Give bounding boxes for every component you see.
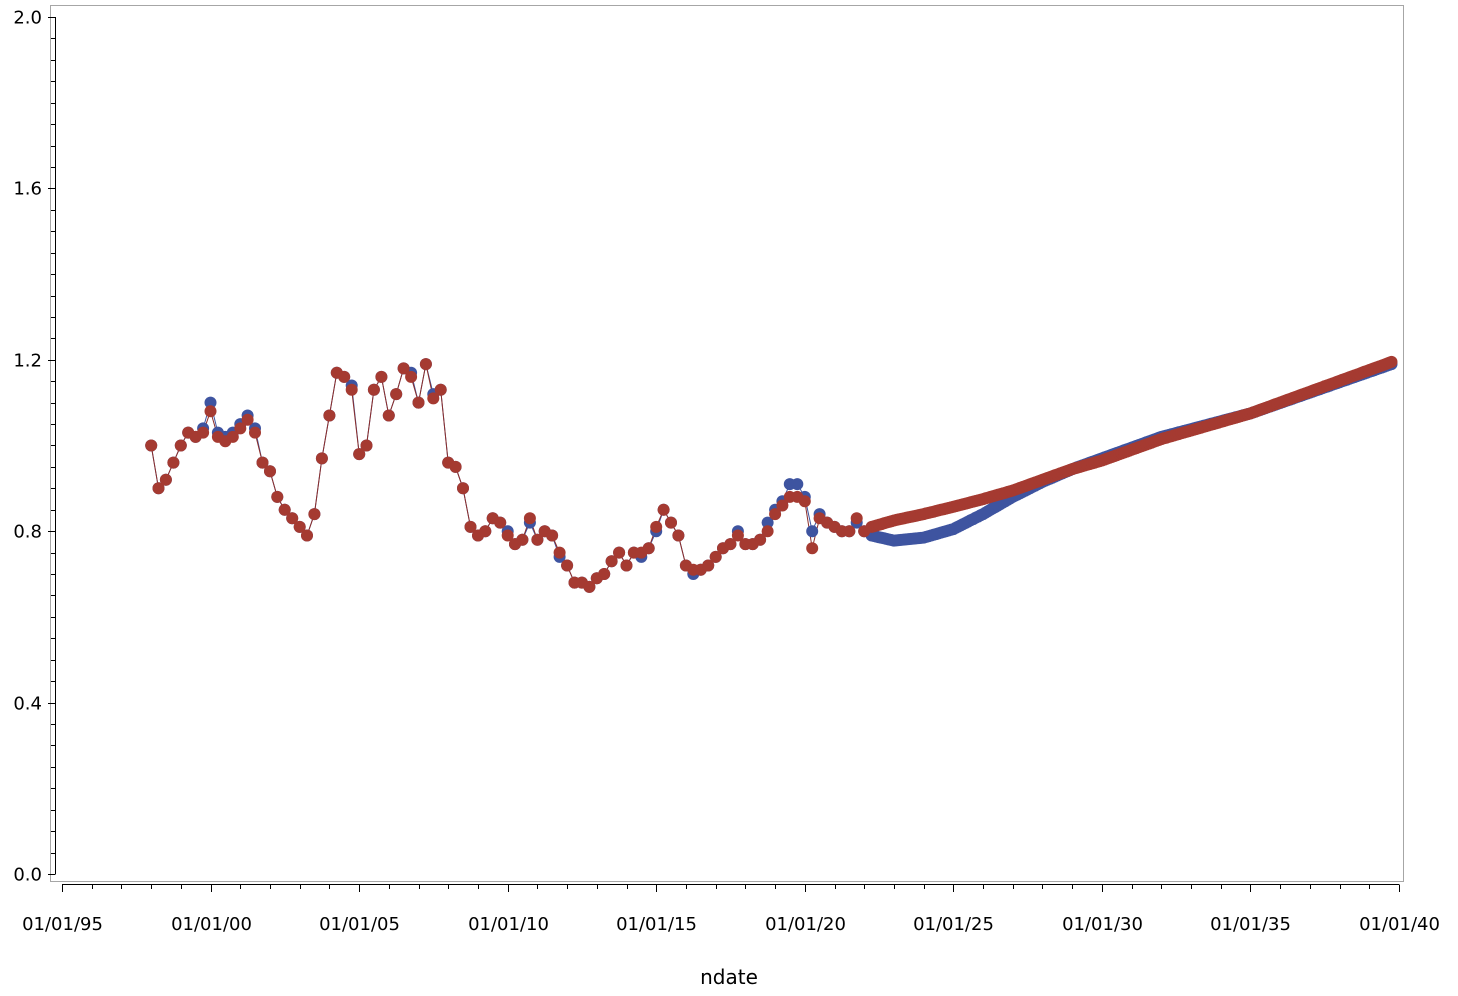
x-tick-label: 01/01/20 <box>765 914 846 935</box>
y-tick-label: 0.0 <box>13 865 42 886</box>
series-red-point <box>226 430 239 443</box>
series-blue-point <box>806 525 819 538</box>
series-red-point <box>702 559 715 572</box>
series-red-point <box>360 439 373 452</box>
series-red-point <box>724 538 737 551</box>
series-red-point <box>204 405 217 418</box>
series-red-point <box>152 482 165 495</box>
x-axis-title: ndate <box>700 965 758 989</box>
series-blue-point <box>761 516 774 529</box>
series-red-point <box>390 388 403 401</box>
y-tick-label: 2.0 <box>13 8 42 29</box>
series-red-point <box>798 495 811 508</box>
series-blue-point <box>791 478 804 491</box>
y-tick-label: 1.6 <box>13 179 42 200</box>
series-red-point <box>264 465 276 478</box>
x-tick-label: 01/01/05 <box>319 914 400 935</box>
series-red-point <box>197 426 210 439</box>
series-red-point <box>479 525 492 538</box>
series-red-point <box>419 358 432 371</box>
series-red-point <box>167 456 180 469</box>
series-red-point <box>457 482 469 495</box>
series-red-point <box>613 546 626 559</box>
series-red-point <box>561 559 574 572</box>
series-lines <box>150 361 1392 588</box>
x-tick-label: 01/01/00 <box>171 914 252 935</box>
x-tick-label: 01/01/35 <box>1210 914 1291 935</box>
series-red-point <box>776 499 789 512</box>
series-red-point <box>256 456 269 469</box>
series-red-point <box>315 452 328 465</box>
series-red-point <box>249 426 261 439</box>
series-red-point <box>598 568 611 580</box>
series-red-point <box>449 460 462 473</box>
series-red-line <box>150 361 1392 588</box>
x-tick-label: 01/01/40 <box>1359 914 1440 935</box>
series-red-point <box>843 525 856 538</box>
x-tick-label: 01/01/95 <box>22 914 103 935</box>
series-red-point <box>405 370 418 383</box>
series-red-point <box>353 448 366 461</box>
series-red-point <box>642 542 655 555</box>
series-red-point <box>672 529 685 542</box>
series-red-point <box>531 533 544 546</box>
series-blue-line <box>150 363 1392 588</box>
series-red-point <box>301 529 313 542</box>
y-tick-label: 0.4 <box>13 694 42 715</box>
series-red-point <box>709 550 722 563</box>
series-red-point <box>367 383 380 396</box>
series-red-point <box>271 490 284 503</box>
series-red-point <box>464 520 477 533</box>
series-red-point <box>375 370 388 383</box>
y-tick-label: 1.2 <box>13 351 42 372</box>
series-red-point <box>338 370 351 383</box>
series-red-point <box>345 383 358 396</box>
series-red-point <box>731 529 744 542</box>
y-axis: 0.0 0.4 0.8 1.2 1.6 2.0 <box>13 8 56 886</box>
series-red-point <box>650 520 663 533</box>
series-red-point <box>553 546 566 559</box>
series-red-point <box>427 392 440 405</box>
series-red-point <box>412 396 425 409</box>
x-tick-label: 01/01/10 <box>468 914 549 935</box>
series-red-point <box>523 512 536 525</box>
series-red-point <box>501 529 514 542</box>
x-tick-label: 01/01/15 <box>616 914 697 935</box>
series-red-point <box>806 542 819 555</box>
series-red-point <box>605 555 618 568</box>
series-red-point <box>234 422 247 435</box>
series-red-point <box>665 516 677 529</box>
series-red-point <box>397 362 410 375</box>
series-red-point <box>145 439 158 452</box>
plot-frame <box>50 5 1404 882</box>
series-red-point <box>754 533 767 546</box>
series-red-point <box>241 413 254 426</box>
series-red-point <box>308 508 321 521</box>
series-red-point <box>769 508 782 521</box>
series-red-point <box>516 533 529 546</box>
series-red-point <box>546 529 559 542</box>
series-red-point <box>286 512 299 525</box>
series-red-point <box>494 516 507 529</box>
series-red-point <box>278 503 291 516</box>
x-tick-label: 01/01/25 <box>913 914 994 935</box>
series-red-point <box>159 473 172 486</box>
series-red-point <box>382 409 395 422</box>
series-red-point <box>293 520 306 533</box>
series-red-point <box>657 503 670 516</box>
series-red-point <box>761 525 774 538</box>
series-red-point <box>323 409 336 422</box>
series-red-point <box>850 512 863 525</box>
series-red-point <box>620 559 633 572</box>
series-red-point <box>1385 355 1398 368</box>
series-red-point <box>583 580 596 593</box>
series-red-point <box>434 383 447 396</box>
series-red-point <box>174 439 187 452</box>
series-blue-point <box>204 396 217 409</box>
series-red-markers <box>145 355 1398 593</box>
x-axis: 01/01/95 01/01/00 01/01/05 01/01/10 01/01/15… <box>22 884 1440 935</box>
x-tick-label: 01/01/30 <box>1062 914 1143 935</box>
y-tick-label: 0.8 <box>13 522 42 543</box>
